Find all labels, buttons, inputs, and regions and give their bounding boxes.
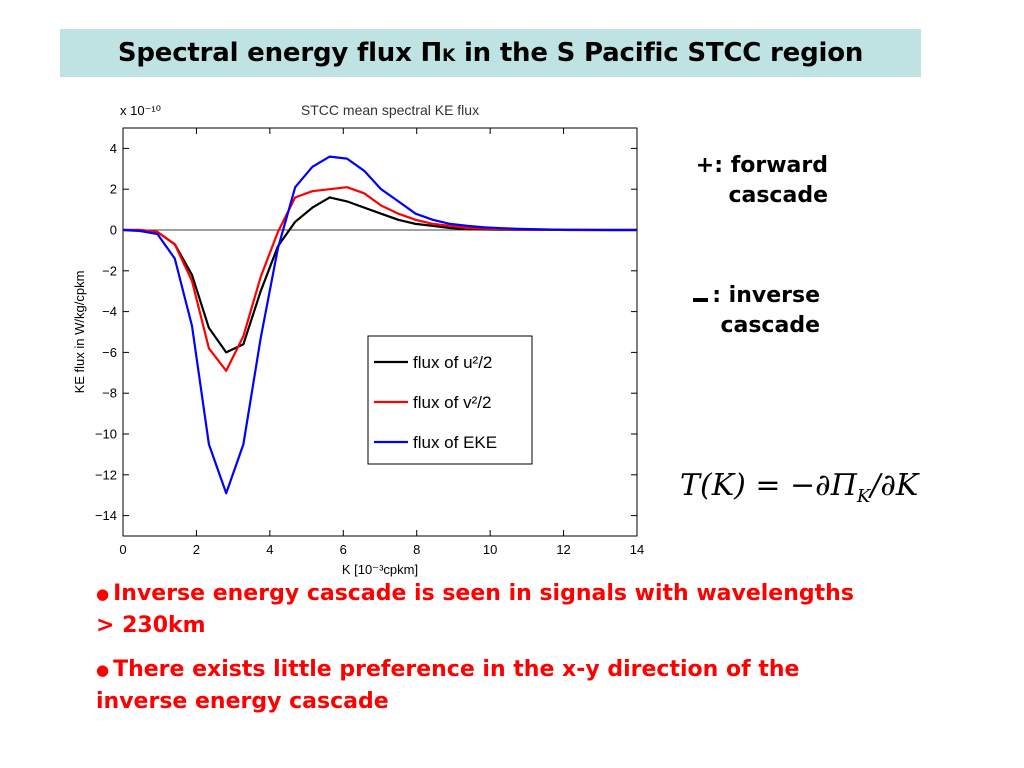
y-tick-label: −8 (102, 386, 117, 401)
legend-label-3: flux of EKE (413, 433, 497, 452)
y-tick-label: −12 (95, 467, 117, 482)
bullet-dot-icon: ● (96, 661, 110, 679)
y-tick-label: −2 (102, 263, 117, 278)
x-tick-label: 10 (483, 542, 497, 557)
slide-title-after: in the S Pacific STCC region (455, 38, 864, 68)
y-tick-label: 0 (110, 223, 117, 238)
inverse-note-line2: cascade (720, 313, 820, 338)
bullet-item: ● Inverse energy cascade is seen in signa… (96, 578, 856, 642)
x-tick-label: 2 (193, 542, 200, 557)
bullet-text-2: There exists little preference in the x-… (96, 657, 800, 714)
bullet-item: ● There exists little preference in the x… (96, 654, 856, 718)
y-tick-label: −14 (95, 508, 117, 523)
bullet-dot-icon: ● (96, 585, 110, 603)
series-line-1 (123, 196, 637, 354)
forward-note-line1: +: forward (695, 153, 828, 178)
legend-label-1: flux of u²/2 (413, 353, 492, 372)
transfer-formula: T(K) = −∂ΠK/∂K (680, 468, 918, 507)
forward-note-line2: cascade (728, 183, 828, 208)
x-tick-label: 4 (266, 542, 273, 557)
minus-sign-mark (693, 298, 709, 302)
x-tick-label: 14 (630, 542, 644, 557)
slide-title-sub: K (442, 46, 456, 66)
x-tick-label: 0 (119, 542, 126, 557)
slide-title-before: Spectral energy flux Π (117, 38, 443, 68)
formula-sub: K (856, 486, 871, 507)
y-multiplier-label: x 10⁻¹⁰ (120, 103, 161, 118)
y-tick-label: −6 (102, 345, 117, 360)
y-tick-label: −10 (95, 427, 117, 442)
chart-title: STCC mean spectral KE flux (301, 102, 479, 118)
formula-rhs: /∂K (870, 468, 919, 503)
y-tick-label: −4 (102, 304, 117, 319)
legend-label-2: flux of v²/2 (413, 393, 491, 412)
bullet-text-1: Inverse energy cascade is seen in signal… (96, 581, 854, 638)
slide-title-bar: Spectral energy flux ΠK in the S Pacific… (60, 29, 921, 77)
y-tick-label: 4 (110, 141, 117, 156)
slide-title: Spectral energy flux ΠK in the S Pacific… (117, 38, 864, 68)
series-line-3 (122, 155, 637, 495)
forward-cascade-note: +: forward cascade (660, 151, 828, 211)
formula-lhs: T(K) = −∂Π (680, 468, 857, 503)
x-axis-label: K [10⁻³cpkm] (342, 562, 418, 577)
bullet-list: ● Inverse energy cascade is seen in signa… (96, 578, 856, 730)
inverse-note-line1: : inverse (712, 283, 820, 308)
ke-flux-chart: STCC mean spectral KE flux x 10⁻¹⁰ 0 2 4 6 8 10… (72, 102, 644, 577)
y-tick-label: 2 (110, 182, 117, 197)
x-tick-label: 6 (340, 542, 347, 557)
inverse-cascade-note: : inverse cascade (660, 281, 820, 341)
plot-frame (122, 127, 638, 537)
x-tick-label: 12 (556, 542, 570, 557)
x-tick-label: 8 (413, 542, 420, 557)
y-axis-label: KE flux in W/kg/cpkm (72, 271, 87, 394)
